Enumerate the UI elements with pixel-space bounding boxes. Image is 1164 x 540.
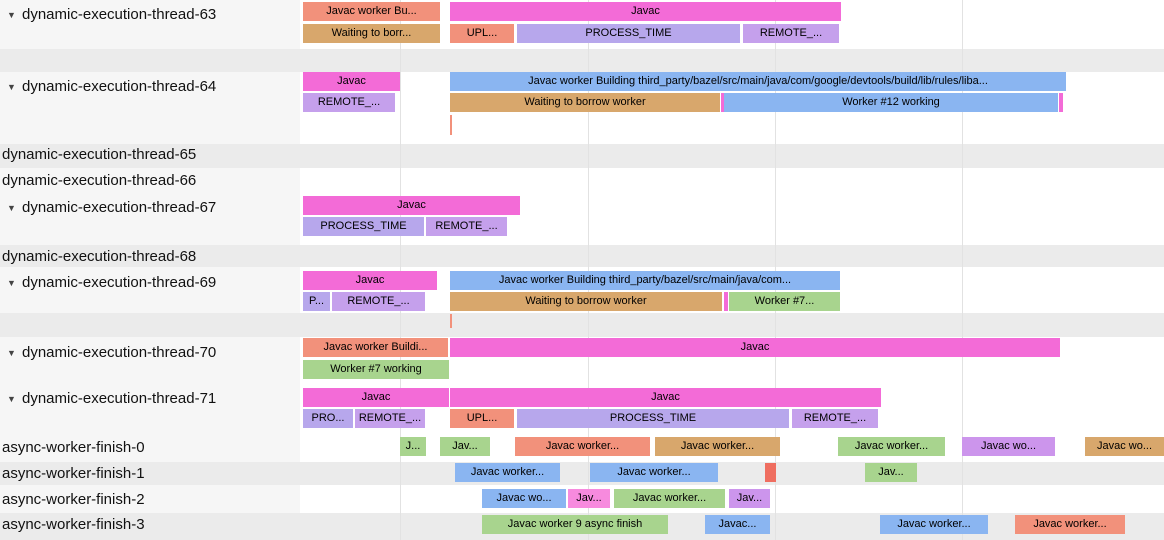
trace-slice[interactable]: PRO... [303,409,353,428]
trace-slice[interactable]: Javac [303,271,437,290]
trace-slice[interactable]: Javac worker... [1015,515,1125,534]
trace-slice[interactable]: Worker #7... [729,292,840,311]
thread-label[interactable]: ▼ dynamic-execution-thread-71 [0,388,298,409]
trace-slice[interactable]: Javac worker... [590,463,718,482]
trace-slice[interactable]: P... [303,292,330,311]
trace-slice[interactable] [721,93,724,112]
thread-name: dynamic-execution-thread-67 [22,199,217,216]
trace-slice[interactable]: UPL... [450,24,514,43]
trace-slice[interactable]: Worker #12 working [724,93,1058,112]
thread-name: dynamic-execution-thread-65 [2,146,197,163]
thread-label[interactable]: dynamic-execution-thread-66 [0,170,298,191]
trace-slice[interactable]: Javac worker... [838,437,945,456]
trace-slice[interactable]: Waiting to borrow worker [450,93,720,112]
thread-name: dynamic-execution-thread-63 [22,6,217,23]
trace-slice[interactable]: Javac wo... [962,437,1055,456]
trace-slice[interactable]: REMOTE_... [743,24,839,43]
trace-slice[interactable]: Javac worker Building third_party/bazel/… [450,72,1066,91]
time-gridline [962,0,963,540]
trace-slice[interactable]: Javac worker... [455,463,560,482]
trace-slice[interactable]: PROCESS_TIME [517,24,740,43]
trace-slice[interactable]: Javac [450,2,841,21]
thread-label[interactable]: ▼ dynamic-execution-thread-67 [0,197,298,218]
trace-slice[interactable]: Javac [303,388,449,407]
thread-name: dynamic-execution-thread-70 [22,344,217,361]
expander-icon[interactable]: ▼ [7,9,16,20]
thread-label[interactable]: ▼ dynamic-execution-thread-64 [0,76,298,97]
trace-slice[interactable]: PROCESS_TIME [517,409,789,428]
trace-slice[interactable]: UPL... [450,409,514,428]
trace-slice[interactable]: Worker #7 working [303,360,449,379]
thread-label[interactable]: ▼ dynamic-execution-thread-69 [0,272,298,293]
trace-slice[interactable] [1059,93,1063,112]
trace-slice[interactable]: REMOTE_... [792,409,878,428]
thread-label[interactable]: async-worker-finish-0 [0,437,298,458]
thread-name: async-worker-finish-0 [2,439,145,456]
trace-slice[interactable]: Javac worker... [880,515,988,534]
thread-name: dynamic-execution-thread-66 [2,172,197,189]
thread-label[interactable]: dynamic-execution-thread-68 [0,246,298,267]
trace-slice[interactable]: Javac [303,196,520,215]
trace-slice[interactable]: Javac wo... [482,489,566,508]
thread-label[interactable]: ▼ dynamic-execution-thread-63 [0,4,298,25]
trace-slice[interactable]: PROCESS_TIME [303,217,424,236]
row-stripe [0,144,1164,168]
trace-slice[interactable] [724,292,728,311]
trace-slice[interactable]: J... [400,437,426,456]
trace-slice[interactable]: REMOTE_... [355,409,425,428]
row-stripe [0,313,1164,337]
thread-name: dynamic-execution-thread-68 [2,248,197,265]
trace-slice[interactable]: Javac [450,388,881,407]
time-gridline [775,0,776,540]
trace-slice[interactable]: Javac [450,338,1060,357]
thread-name: async-worker-finish-3 [2,516,145,533]
thread-name: async-worker-finish-1 [2,465,145,482]
trace-slice[interactable]: Waiting to borr... [303,24,440,43]
trace-slice[interactable]: Jav... [865,463,917,482]
trace-slice[interactable]: Jav... [568,489,610,508]
trace-slice[interactable] [450,314,452,328]
thread-label[interactable]: ▼ dynamic-execution-thread-70 [0,342,298,363]
trace-slice[interactable]: Javac worker Building third_party/bazel/… [450,271,840,290]
trace-slice[interactable]: Jav... [729,489,770,508]
thread-label[interactable]: async-worker-finish-3 [0,514,298,535]
row-stripe [0,245,1164,267]
trace-slice[interactable]: REMOTE_... [303,93,395,112]
expander-icon[interactable]: ▼ [7,202,16,213]
thread-name: dynamic-execution-thread-69 [22,274,217,291]
trace-slice[interactable]: Javac [303,72,400,91]
expander-icon[interactable]: ▼ [7,347,16,358]
thread-name: async-worker-finish-2 [2,491,145,508]
thread-label[interactable]: async-worker-finish-2 [0,489,298,510]
trace-slice[interactable]: Javac worker... [515,437,650,456]
trace-slice[interactable] [765,463,776,482]
trace-slice[interactable]: Waiting to borrow worker [450,292,722,311]
thread-label[interactable]: async-worker-finish-1 [0,463,298,484]
trace-slice[interactable]: Javac worker... [614,489,725,508]
trace-slice[interactable]: Javac worker Bu... [303,2,440,21]
trace-slice[interactable] [450,115,452,135]
trace-slice[interactable]: Javac worker Buildi... [303,338,448,357]
trace-slice[interactable]: REMOTE_... [332,292,425,311]
trace-slice[interactable]: Jav... [440,437,490,456]
trace-slice[interactable]: Javac... [705,515,770,534]
trace-slice[interactable]: Javac wo... [1085,437,1164,456]
trace-slice[interactable]: Javac worker 9 async finish [482,515,668,534]
expander-icon[interactable]: ▼ [7,81,16,92]
trace-slice[interactable]: REMOTE_... [426,217,507,236]
thread-name: dynamic-execution-thread-64 [22,78,217,95]
thread-label-panel [0,0,300,540]
expander-icon[interactable]: ▼ [7,393,16,404]
thread-label[interactable]: dynamic-execution-thread-65 [0,144,298,165]
thread-name: dynamic-execution-thread-71 [22,390,217,407]
time-gridline [588,0,589,540]
time-gridline [400,0,401,540]
row-stripe [0,49,1164,72]
trace-slice[interactable]: Javac worker... [655,437,780,456]
expander-icon[interactable]: ▼ [7,277,16,288]
